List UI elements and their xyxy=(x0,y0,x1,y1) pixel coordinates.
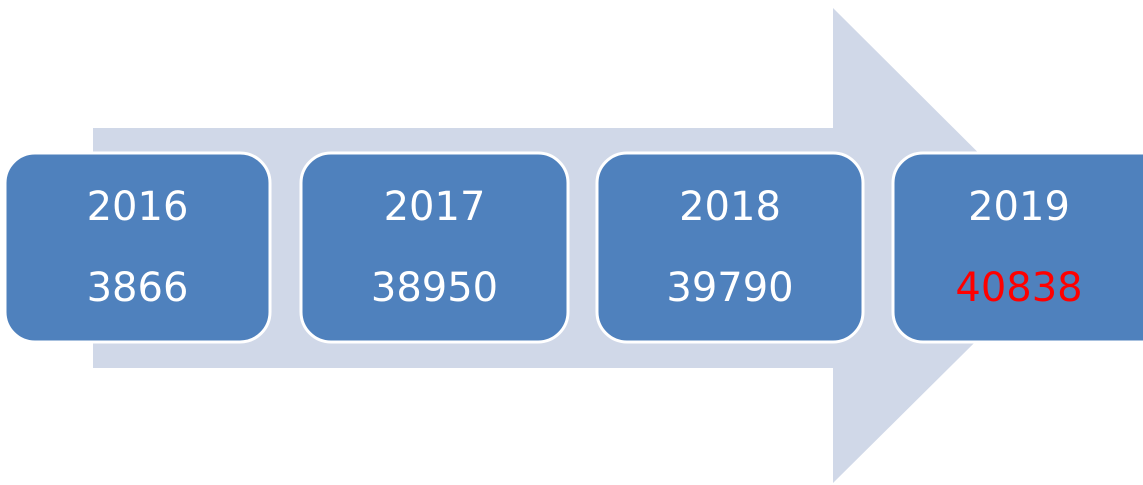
node: 2019 40838 xyxy=(891,151,1143,344)
node: 2017 38950 xyxy=(299,151,570,344)
node-value: 38950 xyxy=(371,265,498,311)
node-box xyxy=(595,151,865,344)
node-value: 40838 xyxy=(955,265,1082,311)
node-box xyxy=(299,151,570,344)
nodes: 2016 3866 2017 38950 2018 39790 2019 40838 xyxy=(3,151,1143,344)
node-value: 3866 xyxy=(87,265,189,311)
node: 2016 3866 xyxy=(3,151,272,344)
background-arrow xyxy=(93,8,1072,483)
node: 2018 39790 xyxy=(595,151,865,344)
node-box xyxy=(3,151,272,344)
node-year: 2017 xyxy=(384,184,486,230)
node-box xyxy=(891,151,1143,344)
node-value: 39790 xyxy=(666,265,793,311)
node-year: 2018 xyxy=(679,184,781,230)
node-year: 2016 xyxy=(87,184,189,230)
node-year: 2019 xyxy=(968,184,1070,230)
